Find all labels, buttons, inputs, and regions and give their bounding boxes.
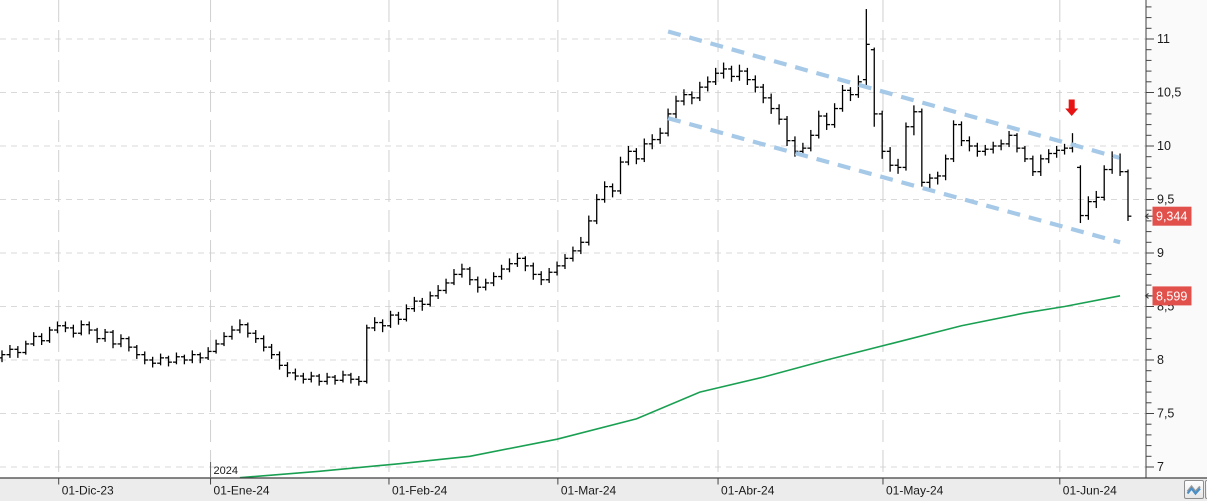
x-axis-label: 01-Ene-24: [214, 484, 270, 498]
price-tag: 9,344: [1144, 206, 1192, 226]
x-axis-label: 01-Abr-24: [721, 484, 775, 498]
y-axis-label: 7,5: [1157, 407, 1174, 421]
partial-hidden-button[interactable]: [1205, 480, 1207, 499]
moving-average-line: [239, 295, 1121, 479]
x-axis: 01-Dic-23 01-Ene-24 01-Feb-24 01-Mar-24 01-A…: [0, 462, 1207, 501]
zigzag-icon: [1186, 483, 1202, 497]
x-axis-label: 01-Jun-24: [1063, 484, 1117, 498]
price-tag-value: 8,599: [1156, 289, 1187, 303]
y-axis-margin: [1146, 0, 1207, 478]
price-tag: 8,599: [1144, 286, 1192, 306]
ohlc-bars: [0, 9, 1132, 386]
y-axis-label: 9,5: [1157, 193, 1174, 207]
y-axis-label: 9: [1157, 246, 1164, 260]
y-axis-label: 11: [1157, 32, 1170, 46]
y-axis-label: 10,5: [1157, 86, 1181, 100]
sell-signal-arrow-icon: [1065, 99, 1079, 117]
trend-channel: [667, 29, 1121, 245]
year-label: 2024: [214, 465, 238, 477]
y-axis-label: 7: [1157, 460, 1164, 474]
price-tag-value: 9,344: [1156, 210, 1187, 224]
x-axis-label: 01-Feb-24: [392, 484, 448, 498]
indicator-style-button[interactable]: [1184, 480, 1204, 499]
y-axis-label: 8: [1157, 353, 1164, 367]
x-axis-label: 01-Dic-23: [62, 484, 114, 498]
y-axis-label: 10: [1157, 139, 1171, 153]
x-axis-label: 01-May-24: [886, 484, 944, 498]
x-axis-label: 01-Mar-24: [561, 484, 617, 498]
